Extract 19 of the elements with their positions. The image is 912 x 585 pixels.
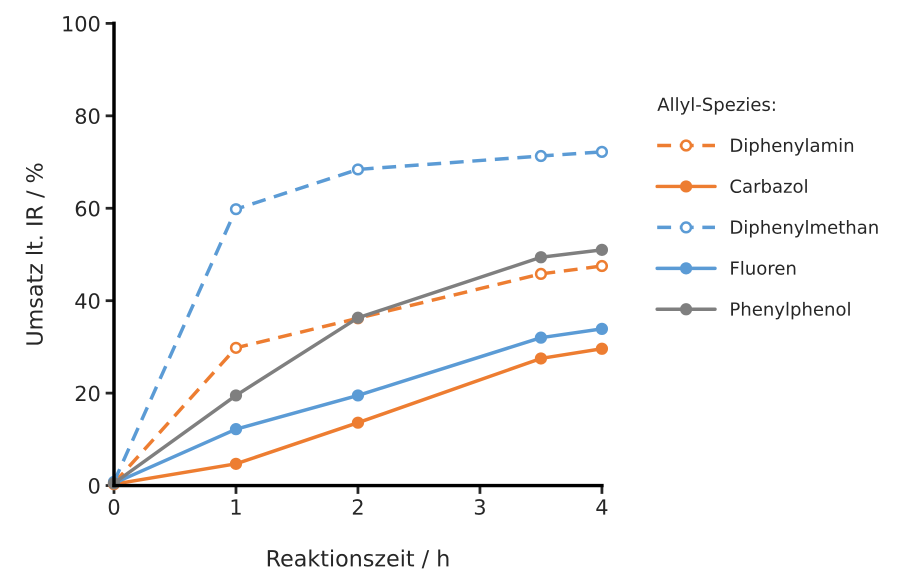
legend-title: Allyl-Spezies:: [657, 97, 775, 115]
x-tick-label: 3: [474, 499, 485, 515]
y-axis-title: Umsatz lt. IR / %: [26, 164, 45, 345]
legend-label: Carbazol: [730, 179, 807, 194]
legend-label: Diphenylamin: [731, 138, 854, 156]
y-tick-label: 0: [88, 478, 100, 494]
y-tick-label: 60: [76, 200, 100, 216]
legend-label: Diphenylmethan: [731, 220, 878, 238]
x-tick-label: 0: [108, 499, 120, 515]
y-tick-label: 80: [76, 108, 100, 124]
y-tick-label: 20: [76, 386, 100, 402]
legend-label: Fluoren: [731, 260, 796, 275]
x-tick-label: 4: [596, 499, 608, 515]
y-tick-label: 100: [63, 16, 100, 32]
x-tick-label: 2: [352, 499, 362, 515]
y-tick-label: 40: [75, 293, 100, 309]
x-tick-label: 1: [232, 499, 241, 515]
x-axis-title: Reaktionszeit / h: [268, 549, 448, 568]
legend-label: Phenylphenol: [731, 302, 850, 320]
